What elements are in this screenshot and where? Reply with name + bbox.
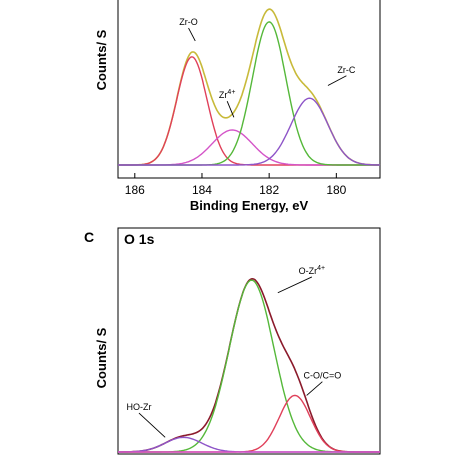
peak-annotation: Zr-C xyxy=(337,65,355,75)
x-tick-label: 184 xyxy=(192,183,212,197)
x-tick-label: 186 xyxy=(125,183,145,197)
annotation-arrow xyxy=(188,27,196,42)
peak-annotation: Zr-O xyxy=(179,17,198,27)
x-tick-label: 180 xyxy=(326,183,346,197)
annotation-arrow xyxy=(306,381,323,396)
o1s-title: O 1s xyxy=(124,231,155,247)
series-line-1-1 xyxy=(118,279,380,453)
series-line-1-2 xyxy=(118,394,380,453)
o1s-curves: O-Zr4+ C-O/C=O HO-Zr xyxy=(118,265,380,453)
series-line-0-2 xyxy=(118,129,380,166)
x-tick-label: 182 xyxy=(259,183,279,197)
annotation-arrow xyxy=(327,75,347,86)
zr-x-axis-label: Binding Energy, eV xyxy=(190,198,309,213)
annotation-arrow xyxy=(277,276,313,294)
series-line-1-0 xyxy=(118,277,380,453)
annotation-arrow xyxy=(138,412,166,438)
peak-annotation: HO-Zr xyxy=(126,402,151,412)
peak-annotation: C-O/C=O xyxy=(303,371,341,381)
series-line-0-0 xyxy=(118,8,381,166)
peak-annotation: Zr4+ xyxy=(219,89,235,100)
series-line-0-4 xyxy=(118,97,381,166)
annotation-arrow xyxy=(226,101,235,118)
zr-curves: Zr-O Zr4+ Zr-C 186 184 182 180 xyxy=(118,8,381,197)
zr-plot-frame xyxy=(117,0,381,179)
series-line-1-3 xyxy=(118,436,380,453)
o1s-plot-frame xyxy=(117,227,381,455)
zr-y-axis-label: Counts/ S xyxy=(94,29,109,90)
o1s-spectrum-panel: C O 1s Counts/ S O-Zr4+ C-O/C=O HO-Zr xyxy=(84,227,381,455)
series-line-0-3 xyxy=(118,21,380,166)
o1s-y-axis-label: Counts/ S xyxy=(94,327,109,388)
peak-annotation: O-Zr4+ xyxy=(299,265,325,276)
panel-letter: C xyxy=(84,229,94,245)
zr-spectrum-panel: Counts/ S Binding Energy, eV Zr-OZr4+Zr-… xyxy=(94,0,381,213)
